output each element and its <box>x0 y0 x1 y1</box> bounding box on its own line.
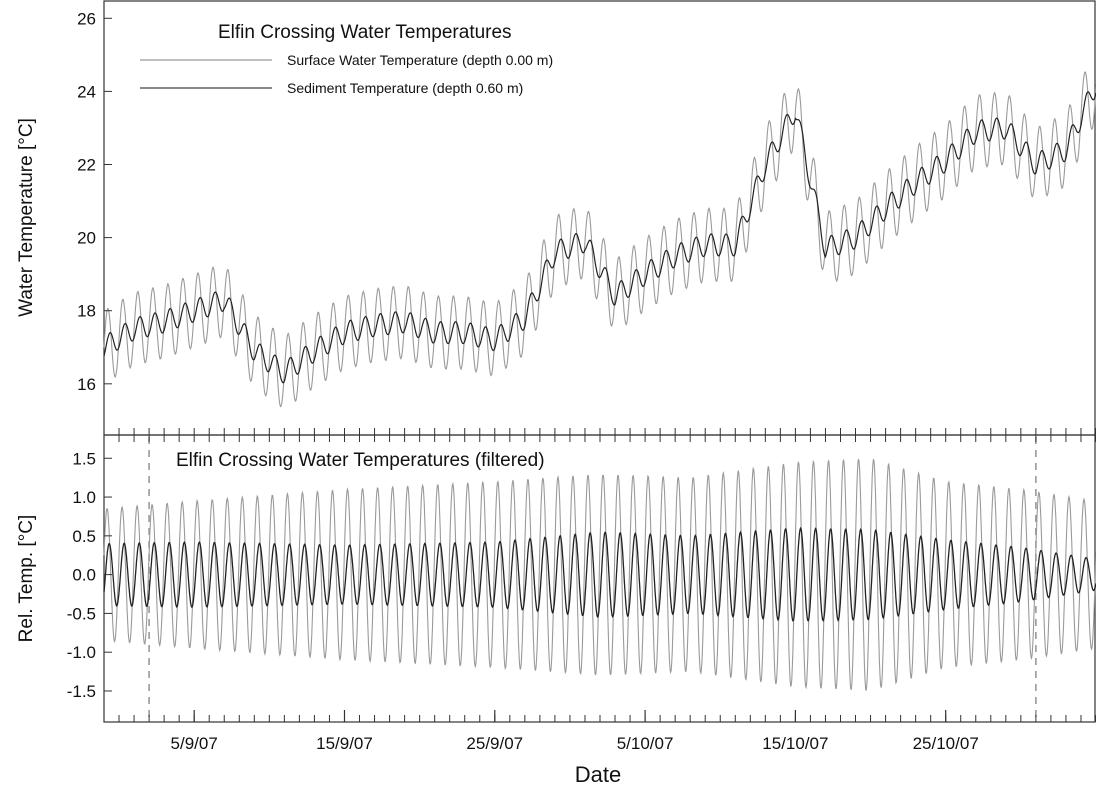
x-tick-label: 5/9/07 <box>171 734 218 753</box>
bottom-title-background <box>168 441 668 475</box>
x-tick-label: 5/10/07 <box>617 734 674 753</box>
bottom-y-tick-label: 0.5 <box>72 527 96 546</box>
x-tick-label: 15/9/07 <box>316 734 373 753</box>
top-y-tick-label: 24 <box>77 82 96 101</box>
bottom-y-tick-label: -0.5 <box>67 604 96 623</box>
bottom-y-tick-label: 1.0 <box>72 488 96 507</box>
top-y-tick-label: 16 <box>77 375 96 394</box>
top-y-tick-label: 26 <box>77 9 96 28</box>
bottom-y-tick-label: -1.5 <box>67 682 96 701</box>
bottom-y-tick-label: 1.5 <box>72 449 96 468</box>
top-chart-title: Elfin Crossing Water Temperatures <box>218 22 512 43</box>
x-tick-label: 25/9/07 <box>466 734 523 753</box>
bottom-y-tick-label: 0.0 <box>72 566 96 585</box>
bottom-y-axis-title: Rel. Temp. [°C] <box>16 515 37 643</box>
filtered-line-sediment <box>103 526 1096 623</box>
legend-label-sediment: Sediment Temperature (depth 0.60 m) <box>287 80 523 96</box>
shared-x-axis: 5/9/07 15/9/07 25/9/07 5/10/07 15/10/07 25/10… <box>103 428 1096 787</box>
bottom-chart-title: Elfin Crossing Water Temperatures (filte… <box>176 450 545 471</box>
series-line-surface <box>103 71 1096 408</box>
top-y-tick-label: 22 <box>77 155 96 174</box>
bottom-y-tick-label: -1.0 <box>67 643 96 662</box>
filtered-line-surface <box>103 458 1096 691</box>
top-y-axis-title: Water Temperature [°C] <box>16 118 37 317</box>
legend-label-surface: Surface Water Temperature (depth 0.00 m) <box>287 52 553 68</box>
x-axis-title: Date <box>575 762 621 787</box>
series-line-sediment <box>103 91 1096 384</box>
filtered-panel: -1.5 -1.0 -0.5 0.0 0.5 1.0 1.5 Rel. Temp. [°C] E… <box>16 434 1096 723</box>
top-y-tick-label: 20 <box>77 229 96 248</box>
x-tick-label: 15/10/07 <box>762 734 828 753</box>
top-y-tick-label: 18 <box>77 302 96 321</box>
x-tick-label: 25/10/07 <box>913 734 979 753</box>
temperature-panel: 16 18 20 22 24 26 Water Temperature [°C] Elfin … <box>16 0 1096 436</box>
legend-background <box>206 18 676 106</box>
